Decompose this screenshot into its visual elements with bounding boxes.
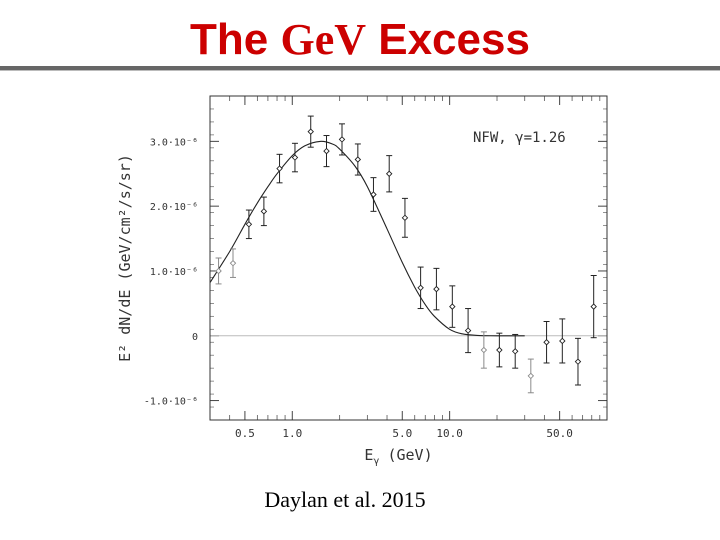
point-marker bbox=[291, 154, 299, 161]
data-point bbox=[433, 267, 440, 311]
point-marker bbox=[354, 156, 362, 163]
point-marker bbox=[449, 303, 456, 310]
slide-title: The GeV Excess bbox=[0, 12, 720, 68]
data-point bbox=[229, 248, 237, 278]
y-tick-label: 3.0·10⁻⁶ bbox=[150, 137, 198, 148]
data-point bbox=[574, 337, 582, 386]
tick-layer: 0.5 1.0 5.0 10.0 50.0 -1.0·10⁻⁶ 0 1.0·10⁻⁶ 2.0·1… bbox=[144, 95, 607, 440]
point-marker bbox=[401, 214, 409, 222]
x-axis-label-sub: γ bbox=[373, 456, 379, 467]
title-part-2: Excess bbox=[366, 15, 530, 64]
data-point bbox=[464, 308, 472, 354]
x-axis-label-unit: (GeV) bbox=[387, 446, 432, 464]
data-point bbox=[276, 153, 283, 184]
data-point bbox=[385, 155, 393, 193]
title-underline-shadow bbox=[0, 70, 720, 71]
point-marker bbox=[215, 267, 222, 275]
data-point bbox=[449, 285, 456, 328]
point-marker bbox=[590, 303, 597, 310]
data-point bbox=[245, 209, 253, 240]
point-marker bbox=[511, 348, 519, 355]
data-point bbox=[401, 197, 409, 238]
data-point bbox=[260, 196, 268, 227]
y-tick-label: 1.0·10⁻⁶ bbox=[150, 267, 198, 278]
data-point bbox=[543, 321, 550, 364]
y-axis-label: E² dN/dE (GeV/cm²/s/sr) bbox=[116, 154, 134, 362]
model-annotation: NFW, γ=1.26 bbox=[473, 130, 566, 146]
point-marker bbox=[496, 346, 503, 354]
point-marker bbox=[307, 128, 314, 135]
nfw-model-curve bbox=[209, 140, 525, 337]
x-axis-label: Eγ (GeV) bbox=[364, 446, 432, 467]
point-marker bbox=[370, 191, 377, 198]
point-marker bbox=[260, 208, 268, 215]
point-marker bbox=[417, 284, 424, 292]
data-point bbox=[590, 274, 597, 339]
data-point bbox=[559, 318, 566, 364]
y-tick-label: 0 bbox=[192, 332, 198, 343]
point-marker bbox=[385, 170, 393, 177]
data-points bbox=[215, 115, 597, 394]
x-tick-label: 1.0 bbox=[282, 427, 302, 440]
title-underline bbox=[0, 66, 720, 70]
point-marker bbox=[559, 337, 566, 345]
point-marker bbox=[574, 358, 582, 365]
gev-excess-chart: 0.5 1.0 5.0 10.0 50.0 -1.0·10⁻⁶ 0 1.0·10⁻⁶ 2.0·1… bbox=[116, 95, 608, 467]
data-point bbox=[338, 123, 346, 156]
point-marker bbox=[480, 346, 488, 354]
point-marker bbox=[323, 147, 330, 155]
x-tick-label: 50.0 bbox=[546, 427, 573, 440]
x-tick-label: 5.0 bbox=[392, 427, 412, 440]
point-marker bbox=[527, 372, 535, 380]
point-marker bbox=[433, 285, 440, 293]
point-marker bbox=[338, 136, 346, 143]
plot-frame bbox=[209, 95, 608, 421]
title-part-gev: GeV bbox=[280, 15, 367, 64]
data-point bbox=[370, 177, 377, 212]
data-point bbox=[480, 331, 488, 369]
x-tick-label: 10.0 bbox=[436, 427, 463, 440]
data-point bbox=[291, 142, 299, 173]
data-point bbox=[417, 266, 424, 310]
point-marker bbox=[229, 259, 237, 267]
x-tick-label: 0.5 bbox=[235, 427, 255, 440]
data-point bbox=[307, 115, 314, 148]
data-point bbox=[527, 358, 535, 394]
data-point bbox=[496, 332, 503, 368]
citation-caption: Daylan et al. 2015 bbox=[264, 487, 426, 512]
y-tick-label: -1.0·10⁻⁶ bbox=[144, 397, 198, 408]
x-axis-label-main: E bbox=[364, 446, 373, 464]
data-point bbox=[354, 143, 362, 176]
data-point bbox=[215, 257, 222, 285]
point-marker bbox=[245, 221, 253, 228]
point-marker bbox=[276, 165, 283, 172]
point-marker bbox=[543, 339, 550, 346]
data-point bbox=[323, 135, 330, 168]
title-part-1: The bbox=[190, 15, 281, 64]
data-point bbox=[511, 333, 519, 369]
point-marker bbox=[464, 327, 472, 334]
y-tick-label: 2.0·10⁻⁶ bbox=[150, 202, 198, 213]
